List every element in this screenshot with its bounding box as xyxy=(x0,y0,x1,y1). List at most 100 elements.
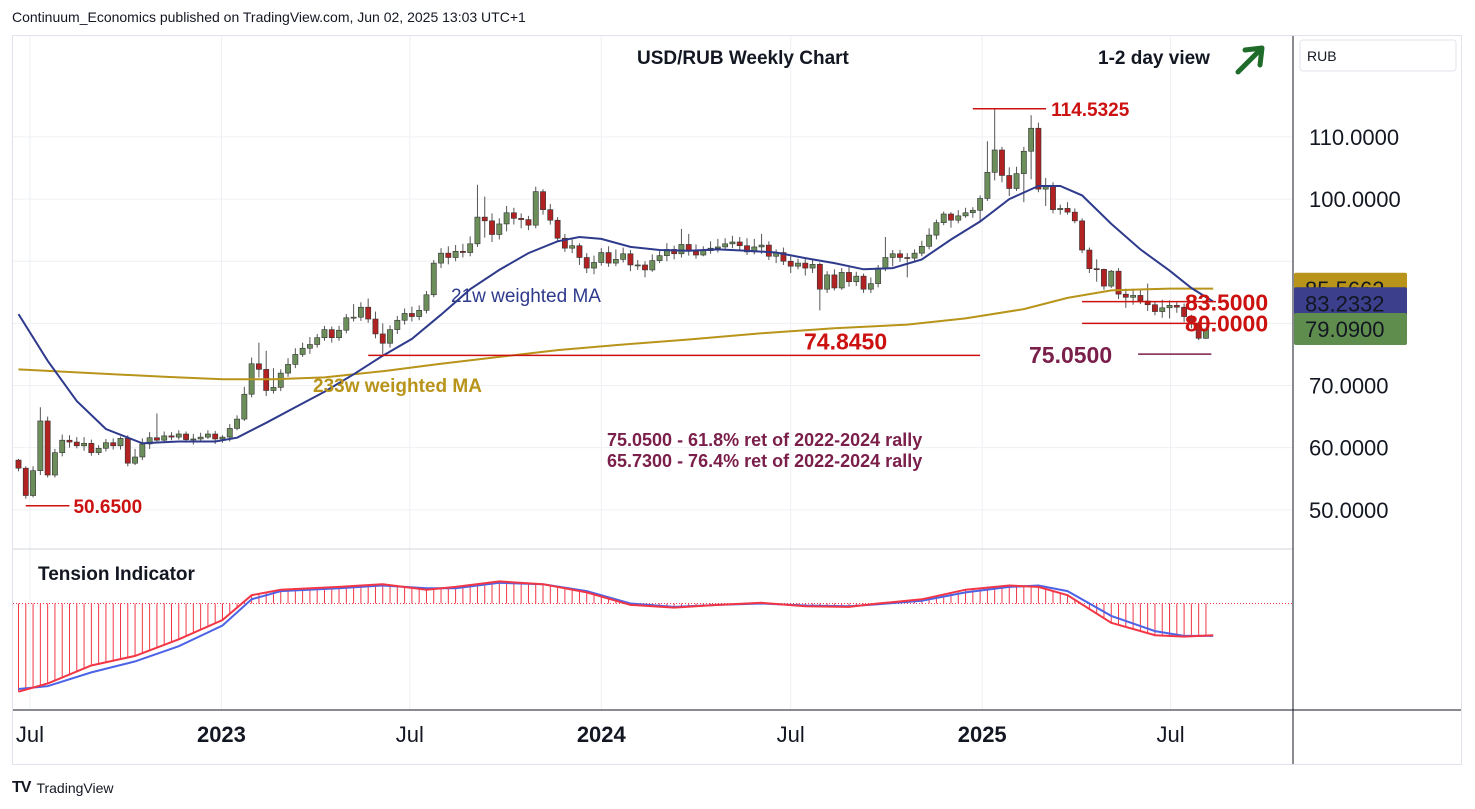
candle-up xyxy=(95,447,102,453)
candle-down xyxy=(904,257,911,259)
candle-down xyxy=(328,329,335,338)
candle-up xyxy=(809,264,816,269)
x-tick-label: 2024 xyxy=(577,722,627,747)
candle-down xyxy=(576,245,583,258)
candle-down xyxy=(765,244,772,257)
candle-up xyxy=(226,428,233,438)
candle-up xyxy=(197,436,204,440)
candle-up xyxy=(700,250,707,256)
candle-down xyxy=(787,260,794,267)
candle-down xyxy=(540,191,546,210)
candle-up xyxy=(962,212,969,217)
candle-up xyxy=(955,215,962,221)
candle-up xyxy=(241,393,248,420)
y-tick-label: 110.0000 xyxy=(1309,125,1399,150)
candle-up xyxy=(612,259,619,264)
candle-down xyxy=(897,253,903,258)
candle-down xyxy=(183,433,189,440)
candle-up xyxy=(1020,150,1027,174)
candle-up xyxy=(977,198,984,211)
candle-up xyxy=(132,456,138,464)
candle-down xyxy=(154,437,160,441)
candle-up xyxy=(467,243,474,253)
candle-up xyxy=(146,437,153,445)
candle-down xyxy=(561,237,568,249)
x-tick-label: Jul xyxy=(1157,722,1185,747)
annotations: USD/RUB Weekly Chart 1-2 day view 114.5325… xyxy=(73,45,1268,518)
candle-up xyxy=(175,433,182,438)
moving-averages xyxy=(17,185,1214,445)
candle-up xyxy=(357,306,364,318)
candle-up xyxy=(59,439,66,453)
candle-down xyxy=(1122,293,1129,298)
candle-up xyxy=(1057,208,1064,210)
candle-up xyxy=(649,260,656,271)
candle-up xyxy=(139,443,146,458)
candle-up xyxy=(81,443,87,447)
candle-down xyxy=(445,252,452,258)
candle-up xyxy=(933,222,940,236)
candle-up xyxy=(569,245,576,249)
tradingview-logo-icon: TV xyxy=(12,779,31,796)
candle-down xyxy=(1152,304,1158,312)
candle-down xyxy=(88,443,95,453)
y-tick-label: 60.0000 xyxy=(1309,436,1389,461)
currency-box xyxy=(1299,39,1457,72)
candle-up xyxy=(926,234,933,247)
ma233-label: 233w weighted MA xyxy=(313,376,482,397)
candle-down xyxy=(256,363,262,370)
x-tick-label: Jul xyxy=(16,722,44,747)
candle-down xyxy=(605,252,612,264)
candle-up xyxy=(1108,270,1115,287)
candle-up xyxy=(394,319,401,330)
candle-down xyxy=(408,313,415,317)
chart-frame: Tension Indicator USD/RUB Weekly Chart 1-… xyxy=(12,35,1462,765)
candle-up xyxy=(1013,173,1020,189)
candle-down xyxy=(1181,306,1187,317)
candle-up xyxy=(292,354,299,365)
candle-up xyxy=(1130,295,1137,298)
candle-down xyxy=(459,250,466,253)
candle-up xyxy=(729,241,736,245)
candle-down xyxy=(1115,270,1122,295)
candle-up xyxy=(1203,328,1209,339)
candle-down xyxy=(831,274,838,289)
candle-up xyxy=(889,253,896,258)
price-badge-label: 83.2332 xyxy=(1305,291,1385,316)
candle-up xyxy=(722,243,729,248)
candle-up xyxy=(598,252,605,263)
candle-up xyxy=(161,435,168,441)
candle-up xyxy=(336,329,342,338)
candle-up xyxy=(219,436,226,440)
candle-down xyxy=(744,245,750,253)
candle-up xyxy=(117,438,124,447)
price-chart[interactable]: Tension Indicator USD/RUB Weekly Chart 1-… xyxy=(13,36,1461,764)
candle-up xyxy=(984,172,991,199)
candle-up xyxy=(30,470,36,496)
candle-down xyxy=(489,220,495,235)
candle-up xyxy=(714,246,721,249)
x-tick-label: 2023 xyxy=(197,722,246,747)
candle-up xyxy=(452,250,459,258)
price-badge-label: 79.0900 xyxy=(1305,317,1385,342)
low-level-label: 50.6500 xyxy=(73,497,142,518)
candle-up xyxy=(1159,307,1166,312)
candle-up xyxy=(853,275,860,283)
chart-title: USD/RUB Weekly Chart xyxy=(637,48,850,69)
candle-down xyxy=(212,433,219,440)
tradingview-footer[interactable]: TV TradingView xyxy=(12,777,114,799)
x-tick-label: Jul xyxy=(396,722,424,747)
retracement-note: 75.0500 - 61.8% ret of 2022-2024 rally xyxy=(607,430,922,450)
candle-up xyxy=(634,264,641,267)
candle-up xyxy=(350,316,357,319)
candle-up xyxy=(838,272,845,289)
level-a-label: 74.8450 xyxy=(804,328,887,354)
candle-down xyxy=(1137,295,1144,302)
level-c-label: 80.0000 xyxy=(1185,310,1268,336)
candle-up xyxy=(911,252,918,259)
candle-down xyxy=(948,213,954,221)
candle-down xyxy=(365,306,372,320)
candle-up xyxy=(416,310,423,317)
support-resistance-levels xyxy=(25,108,1216,507)
candle-down xyxy=(554,219,561,239)
